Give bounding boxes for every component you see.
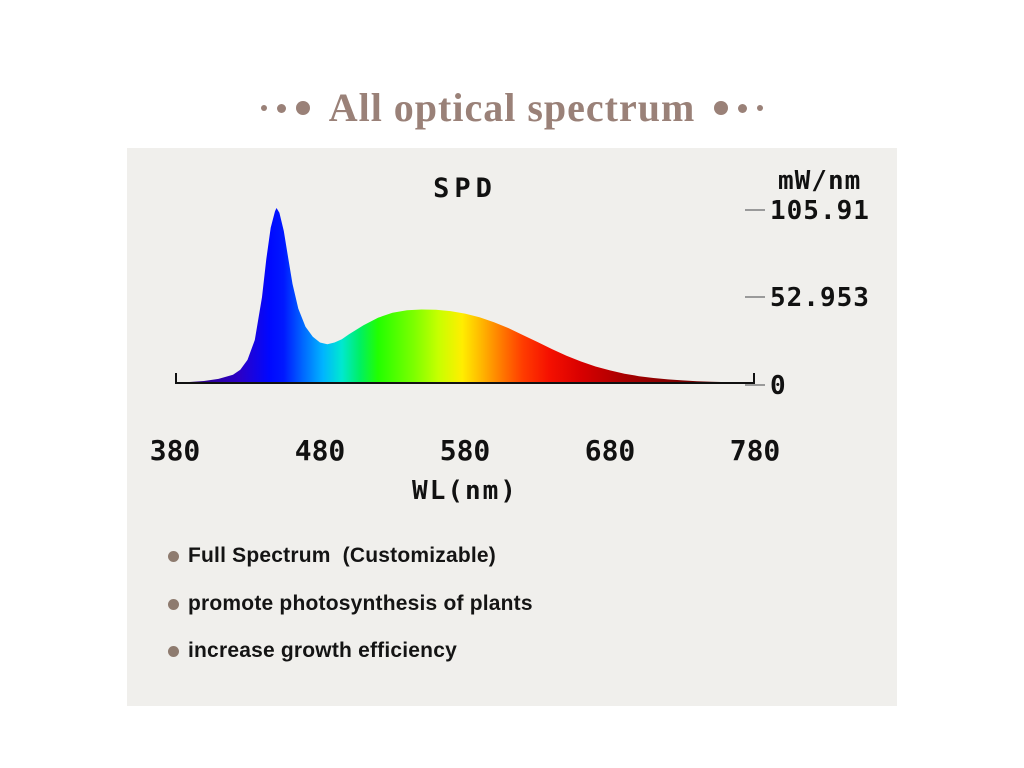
spd-curve	[175, 208, 755, 383]
y-tick-label: 105.91	[770, 196, 870, 226]
decorative-dot-medium	[276, 103, 286, 113]
page-title-text: All optical spectrum	[328, 85, 696, 130]
bullet-label: Full Spectrum (Customizable)	[188, 544, 496, 567]
chart-panel	[127, 148, 897, 706]
bullet-item: increase growth efficiency	[168, 639, 457, 663]
decorative-dot-medium	[738, 103, 748, 113]
bullet-item: promote photosynthesis of plants	[168, 592, 533, 616]
chart-title: SPD	[433, 173, 497, 204]
decorative-dot-large	[714, 101, 729, 115]
bullet-icon	[168, 550, 179, 562]
y-tick-mark	[745, 384, 765, 386]
bullet-icon	[168, 598, 179, 610]
x-tick-label: 780	[729, 434, 781, 467]
bullet-icon	[168, 645, 179, 657]
x-tick-label: 680	[584, 434, 636, 467]
y-tick-mark	[745, 296, 765, 298]
x-tick-label: 380	[149, 434, 201, 467]
x-axis-end-ticks	[175, 373, 755, 384]
decorative-dot-large	[295, 101, 310, 115]
decorative-dot-small	[757, 105, 764, 111]
x-axis-title: WL(nm)	[412, 476, 518, 506]
decorative-dot-small	[260, 105, 267, 111]
y-axis-unit-label: mW/nm	[778, 166, 862, 196]
spd-curve-svg	[175, 208, 755, 384]
page-title: All optical spectrum	[0, 82, 1024, 134]
y-tick-label: 0	[770, 371, 787, 401]
y-tick-label: 52.953	[770, 283, 870, 313]
bullet-item: Full Spectrum (Customizable)	[168, 544, 496, 568]
bullet-label: promote photosynthesis of plants	[188, 592, 533, 615]
x-tick-label: 480	[294, 434, 346, 467]
y-tick-mark	[745, 209, 765, 211]
bullet-label: increase growth efficiency	[188, 639, 457, 662]
x-tick-label: 580	[439, 434, 491, 467]
